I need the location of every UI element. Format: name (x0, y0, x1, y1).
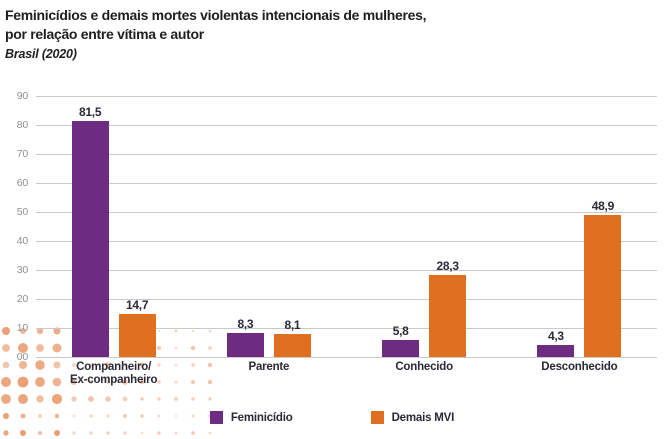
bar-column: 48,9 (584, 96, 622, 357)
bar-Demais MVI-0 (118, 314, 156, 357)
bar-group-3: 4,3 48,9 (502, 96, 657, 357)
chart-title-line2: por relação entre vítima e autor (5, 26, 204, 42)
bar-column: 5,8 (382, 96, 420, 357)
bar-value-label: 8,1 (284, 317, 301, 332)
y-tick-label-20: 20 (16, 293, 28, 305)
legend-item-demais-mvi: Demais MVI (370, 411, 455, 424)
legend-swatch-demais-mvi (370, 411, 384, 424)
y-tick-label-00: 00 (16, 351, 28, 363)
gridline-10 (36, 328, 657, 329)
bar-value-label: 5,8 (392, 324, 409, 339)
legend-label-demais-mvi: Demais MVI (391, 411, 455, 424)
decorative-dot-pattern (1, 327, 213, 436)
category-label-1: Parente (248, 361, 290, 373)
bar-group-2: 5,8 28,3 (347, 96, 502, 357)
legend-swatch-feminicidio (209, 411, 223, 424)
bar-Feminicídio-0 (71, 120, 109, 357)
y-tick-label-50: 50 (16, 206, 28, 218)
bar-Feminicídio-3 (537, 344, 575, 357)
bar-value-label: 4,3 (547, 328, 564, 343)
y-tick-label-80: 80 (16, 119, 28, 131)
chart-header: Feminicídios e demais mortes violentas i… (5, 6, 645, 62)
legend-item-feminicidio: Feminicídio (209, 411, 293, 424)
gridline-60 (36, 183, 657, 184)
bar-Feminicídio-2 (382, 340, 420, 357)
bar-Demais MVI-3 (584, 215, 622, 357)
bar-value-label: 14,7 (126, 298, 149, 313)
bar-Demais MVI-2 (429, 274, 467, 357)
bar-value-label: 81,5 (79, 104, 102, 119)
gridline-40 (36, 241, 657, 242)
gridline-90 (36, 96, 657, 97)
gridline-20 (36, 299, 657, 300)
bar-group-1: 8,3 8,1 (191, 96, 346, 357)
bar-column: 81,5 (71, 96, 109, 357)
gridline-00 (36, 357, 657, 358)
y-tick-label-40: 40 (16, 235, 28, 247)
y-tick-label-30: 30 (16, 264, 28, 276)
bar-column: 14,7 (118, 96, 156, 357)
gridline-80 (36, 125, 657, 126)
category-label-3: Desconhecido (541, 361, 618, 373)
bar-value-label: 48,9 (591, 199, 614, 214)
bar-column: 4,3 (537, 96, 575, 357)
gridline-50 (36, 212, 657, 213)
bar-column: 28,3 (429, 96, 467, 357)
gridline-30 (36, 270, 657, 271)
bar-Demais MVI-1 (273, 333, 311, 357)
legend-label-feminicidio: Feminicídio (230, 411, 293, 424)
bar-value-label: 28,3 (436, 258, 459, 273)
bar-Feminicídio-1 (226, 332, 264, 357)
category-label-0: Companheiro/ Ex-companheiro (69, 361, 158, 386)
legend: Feminicídio Demais MVI (0, 411, 664, 424)
bar-column: 8,3 (226, 96, 264, 357)
chart-title-line1: Feminicídios e demais mortes violentas i… (5, 7, 427, 23)
y-tick-label-90: 90 (16, 90, 28, 102)
plot-area: 81,5 14,7 8,3 8,1 5,8 28,3 4,3 48,9 (36, 96, 657, 357)
y-tick-label-10: 10 (16, 322, 28, 334)
bar-group-0: 81,5 14,7 (36, 96, 191, 357)
chart-subtitle: Brasil (2020) (5, 47, 77, 61)
category-label-2: Conhecido (395, 361, 453, 373)
y-tick-label-70: 70 (16, 148, 28, 160)
bar-value-label: 8,3 (237, 316, 254, 331)
y-tick-label-60: 60 (16, 177, 28, 189)
category-axis: Companheiro/ Ex-companheiro Parente Conhec… (36, 361, 657, 386)
gridline-70 (36, 154, 657, 155)
bar-column: 8,1 (273, 96, 311, 357)
